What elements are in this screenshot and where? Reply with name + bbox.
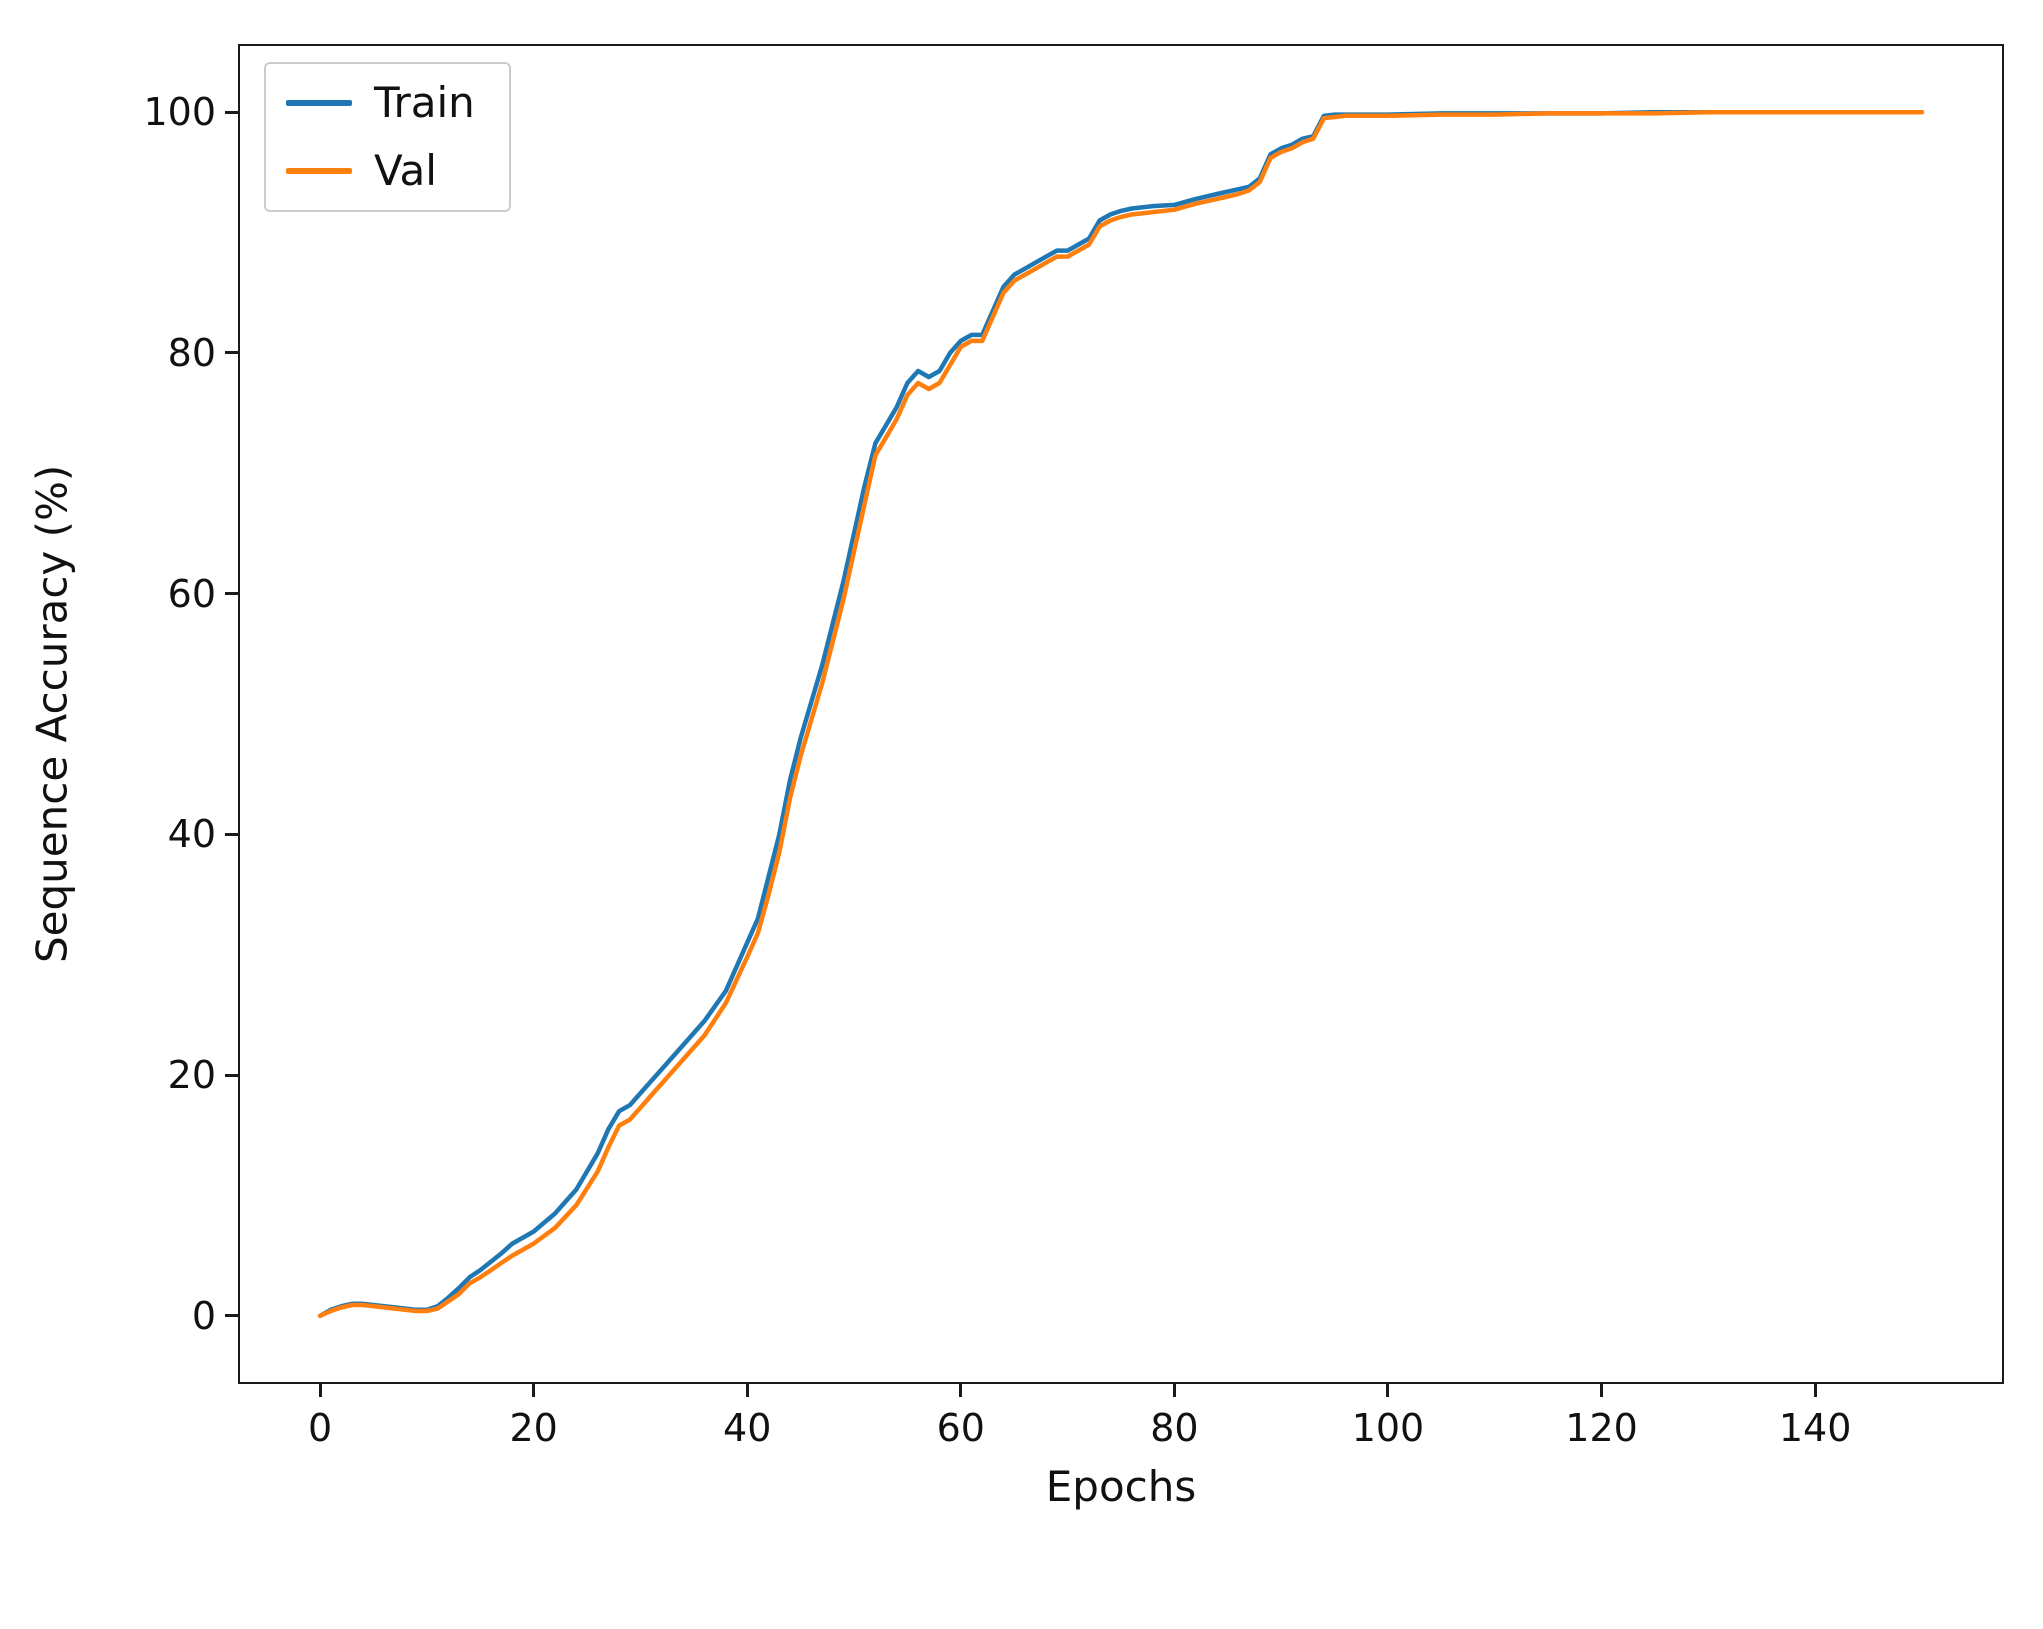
x-tick-mark — [1386, 1384, 1390, 1397]
legend-item-val: Val — [286, 146, 475, 196]
legend-swatch-val — [286, 168, 352, 175]
x-tick-label: 140 — [1778, 1406, 1852, 1450]
x-tick-label: 40 — [723, 1406, 772, 1450]
y-tick-mark — [225, 1073, 238, 1077]
y-tick-label: 60 — [167, 571, 216, 616]
y-tick-label: 0 — [191, 1293, 216, 1338]
x-tick-mark — [745, 1384, 749, 1397]
y-tick-label: 40 — [167, 812, 216, 857]
x-tick-label: 80 — [1150, 1406, 1199, 1450]
x-tick-mark — [1600, 1384, 1604, 1397]
plot-area: Train Val — [238, 44, 2004, 1384]
x-tick-label: 0 — [307, 1406, 333, 1450]
x-axis-label: Epochs — [1045, 1462, 1197, 1511]
y-tick-label: 100 — [143, 90, 216, 135]
x-tick-mark — [318, 1384, 322, 1397]
line-chart — [317, 109, 1925, 1319]
x-tick-mark — [1813, 1384, 1817, 1397]
legend-label: Train — [374, 78, 475, 127]
y-tick-mark — [225, 110, 238, 114]
x-tick-label: 100 — [1351, 1406, 1425, 1450]
legend: Train Val — [264, 62, 511, 213]
series-line-train — [317, 109, 1925, 1319]
y-tick-label: 80 — [167, 330, 216, 375]
x-tick-mark — [1172, 1384, 1176, 1397]
y-tick-mark — [225, 592, 238, 596]
series-line-val — [317, 109, 1925, 1319]
legend-swatch-train — [286, 100, 352, 107]
x-tick-mark — [532, 1384, 536, 1397]
x-tick-label: 60 — [936, 1406, 985, 1450]
legend-label: Val — [374, 146, 437, 196]
x-tick-label: 120 — [1565, 1406, 1638, 1450]
x-tick-label: 20 — [509, 1406, 558, 1450]
y-axis-label: Sequence Accuracy (%) — [27, 464, 77, 964]
y-tick-label: 20 — [167, 1053, 216, 1098]
x-tick-mark — [959, 1384, 963, 1397]
legend-item-train: Train — [286, 78, 475, 127]
y-tick-mark — [225, 351, 238, 355]
y-tick-mark — [225, 832, 238, 836]
y-tick-mark — [225, 1314, 238, 1318]
